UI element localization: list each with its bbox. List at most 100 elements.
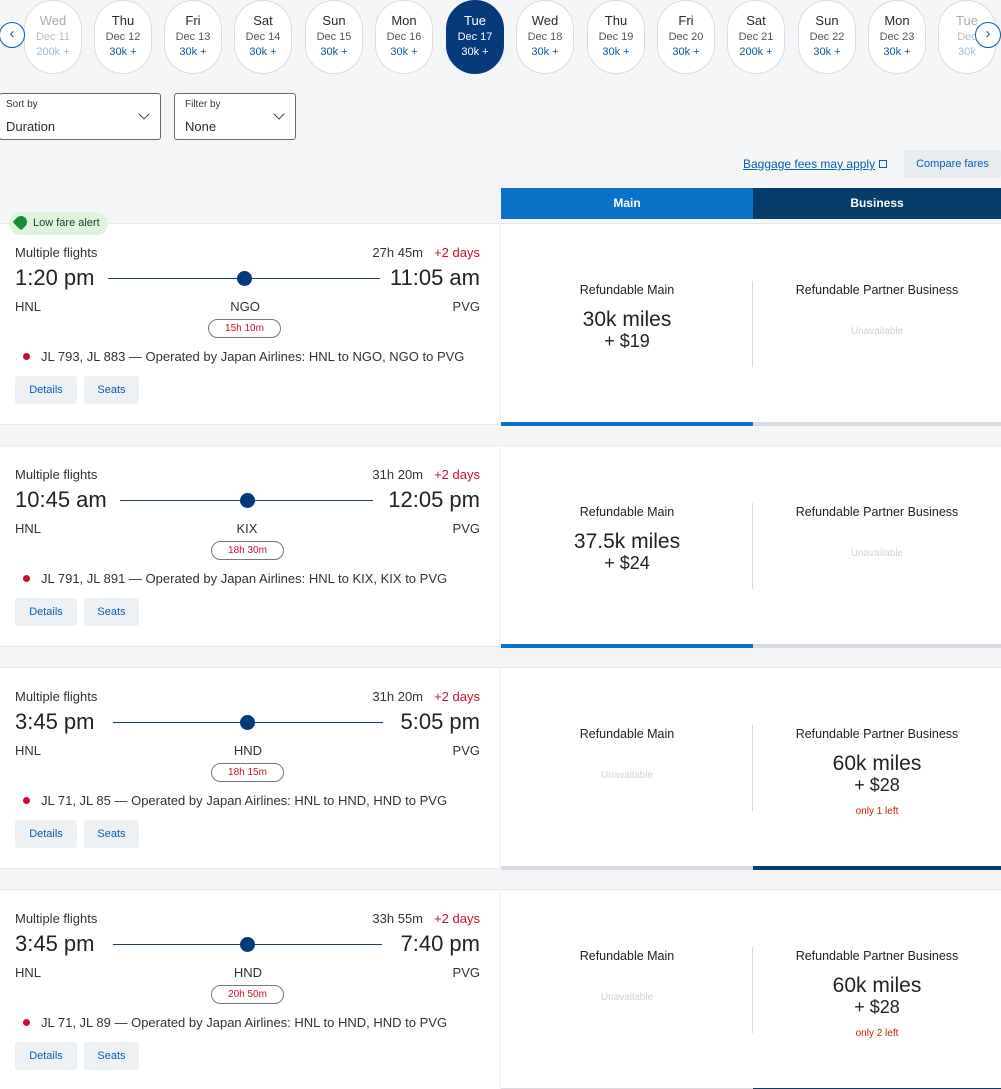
- destination-airport: PVG: [452, 743, 480, 758]
- fare-name: Refundable Main: [579, 505, 675, 519]
- fare-unavailable: Unavailable: [850, 326, 904, 337]
- fare-panel: Refundable Main 30k miles + $19 Refundable …: [501, 223, 1001, 426]
- sort-dropdown[interactable]: Sort by Duration: [0, 93, 161, 140]
- details-button[interactable]: Details: [15, 820, 77, 848]
- flight-card: Multiple flights 31h 20m +2 days 10:45 am 12…: [0, 445, 1001, 648]
- depart-time: 3:45 pm: [15, 931, 95, 956]
- fare-option-main[interactable]: Refundable Main 37.5k miles + $24: [501, 446, 753, 648]
- seats-button[interactable]: Seats: [84, 1042, 139, 1070]
- flight-type: Multiple flights: [15, 911, 98, 926]
- arrive-time: 5:05 pm: [400, 709, 481, 734]
- fare-panel: Refundable Main Unavailable Refundable Par…: [501, 889, 1001, 1089]
- flight-type: Multiple flights: [15, 245, 98, 260]
- date-date: Dec 19: [598, 31, 634, 43]
- date-price: 30k +: [813, 46, 841, 58]
- baggage-fees-link[interactable]: Baggage fees may apply: [743, 157, 888, 171]
- date-date: Dec 13: [175, 31, 211, 43]
- fare-unavailable: Unavailable: [600, 770, 654, 781]
- seats-button[interactable]: Seats: [84, 820, 139, 848]
- date-pill[interactable]: Fri Dec 13 30k +: [164, 0, 222, 74]
- fare-name: Refundable Main: [579, 283, 675, 297]
- fare-option-main[interactable]: Refundable Main 30k miles + $19: [501, 224, 753, 426]
- date-date: Dec 22: [809, 31, 845, 43]
- days-offset: +2 days: [434, 467, 480, 482]
- date-date: Dec 21: [738, 31, 774, 43]
- date-pill[interactable]: Sun Dec 15 30k +: [305, 0, 363, 74]
- details-button[interactable]: Details: [15, 376, 77, 404]
- flight-type: Multiple flights: [15, 467, 98, 482]
- filter-label: Filter by: [185, 99, 221, 110]
- baggage-fees-text: Baggage fees may apply: [743, 157, 876, 171]
- fare-unavailable: Unavailable: [850, 548, 904, 559]
- fare-tax: + $28: [854, 997, 900, 1017]
- date-pill[interactable]: Mon Dec 16 30k +: [375, 0, 433, 74]
- fare-option-business[interactable]: Refundable Partner Business 60k miles + $2…: [753, 668, 1001, 870]
- date-pill[interactable]: Fri Dec 20 30k +: [657, 0, 715, 74]
- external-link-icon: [879, 160, 888, 168]
- low-fare-alert-badge: Low fare alert: [9, 212, 108, 235]
- date-date: Dec 18: [527, 31, 563, 43]
- date-day: Thu: [111, 13, 135, 28]
- date-day: Fri: [678, 13, 694, 28]
- origin-airport: HNL: [15, 743, 42, 758]
- date-day: Sat: [746, 13, 766, 28]
- seats-left-note: only 1 left: [855, 806, 899, 817]
- filter-value: None: [185, 119, 217, 134]
- date-pill[interactable]: Thu Dec 19 30k +: [587, 0, 645, 74]
- date-pill[interactable]: Wed Dec 11 200k +: [24, 0, 82, 74]
- date-day: Thu: [604, 13, 628, 28]
- fare-option-business[interactable]: Refundable Partner Business 60k miles + $2…: [753, 890, 1001, 1089]
- date-pill[interactable]: Sun Dec 22 30k +: [798, 0, 856, 74]
- date-pill[interactable]: Sat Dec 21 200k +: [727, 0, 785, 74]
- date-date: Dec 23: [879, 31, 915, 43]
- filter-dropdown[interactable]: Filter by None: [174, 93, 296, 140]
- seats-button[interactable]: Seats: [84, 376, 139, 404]
- fare-tax: + $24: [604, 553, 650, 573]
- flight-details-panel: Multiple flights 31h 20m +2 days 10:45 am 12…: [0, 445, 499, 647]
- depart-time: 10:45 am: [15, 487, 107, 512]
- date-day: Wed: [39, 13, 67, 28]
- date-date: Dec 15: [316, 31, 352, 43]
- date-day: Sun: [322, 13, 346, 28]
- chevron-left-icon: ‹: [9, 25, 15, 42]
- stop-airport: HND: [233, 743, 263, 758]
- date-pill[interactable]: Wed Dec 18 30k +: [516, 0, 574, 74]
- date-pill[interactable]: Thu Dec 12 30k +: [94, 0, 152, 74]
- fare-selection-bar: [753, 644, 1001, 648]
- date-pill[interactable]: Mon Dec 23 30k +: [868, 0, 926, 74]
- details-button[interactable]: Details: [15, 598, 77, 626]
- operated-by: JL 791, JL 891 — Operated by Japan Airli…: [41, 571, 448, 586]
- layover-duration: 18h 15m: [211, 763, 284, 782]
- date-date: Dec 17: [457, 31, 493, 43]
- flight-type: Multiple flights: [15, 689, 98, 704]
- fare-selection-bar: [501, 644, 753, 648]
- layover-duration: 15h 10m: [208, 319, 281, 338]
- prev-dates-button[interactable]: ‹: [0, 22, 25, 48]
- destination-airport: PVG: [452, 521, 480, 536]
- date-pill[interactable]: Sat Dec 14 30k +: [234, 0, 292, 74]
- seats-button[interactable]: Seats: [84, 598, 139, 626]
- details-button[interactable]: Details: [15, 1042, 77, 1070]
- date-price: 30k +: [883, 46, 911, 58]
- flight-details-panel: Multiple flights 27h 45m +2 days 1:20 pm 11:…: [0, 223, 499, 425]
- fare-miles: 37.5k miles: [573, 530, 681, 553]
- fare-panel: Refundable Main Unavailable Refundable Par…: [501, 667, 1001, 870]
- stop-airport: HND: [233, 965, 263, 980]
- tab-business[interactable]: Business: [753, 188, 1001, 219]
- operated-by: JL 71, JL 89 — Operated by Japan Airline…: [41, 1015, 448, 1030]
- date-day: Mon: [391, 13, 417, 28]
- fare-selection-bar: [501, 866, 753, 870]
- tab-main[interactable]: Main: [501, 188, 753, 219]
- fare-name: Refundable Partner Business: [795, 505, 959, 519]
- fare-name: Refundable Main: [579, 727, 675, 741]
- fare-option-business: Refundable Partner Business Unavailable: [753, 224, 1001, 426]
- next-dates-button[interactable]: ›: [975, 22, 1001, 48]
- origin-airport: HNL: [15, 965, 42, 980]
- date-day: Tue: [464, 13, 486, 28]
- compare-fares-button[interactable]: Compare fares: [904, 150, 1001, 178]
- flight-details-panel: Multiple flights 33h 55m +2 days 3:45 pm 7:4…: [0, 889, 499, 1089]
- stop-dot-icon: [237, 271, 252, 286]
- date-pill[interactable]: Tue Dec 17 30k +: [446, 0, 504, 74]
- layover-duration: 18h 30m: [211, 541, 284, 560]
- chevron-down-icon: [138, 108, 150, 120]
